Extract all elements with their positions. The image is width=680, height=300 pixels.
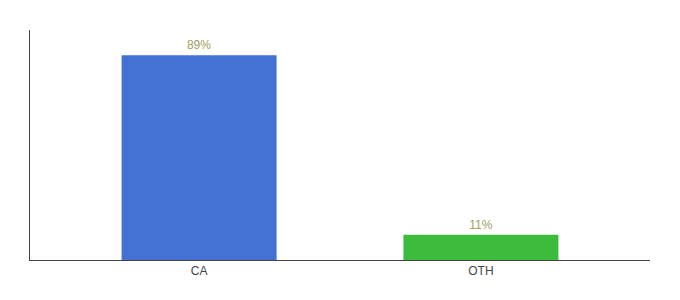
svg-text:11%: 11% xyxy=(469,218,492,232)
svg-text:CA: CA xyxy=(191,264,208,278)
svg-text:89%: 89% xyxy=(187,38,211,52)
svg-text:OTH: OTH xyxy=(468,264,493,278)
